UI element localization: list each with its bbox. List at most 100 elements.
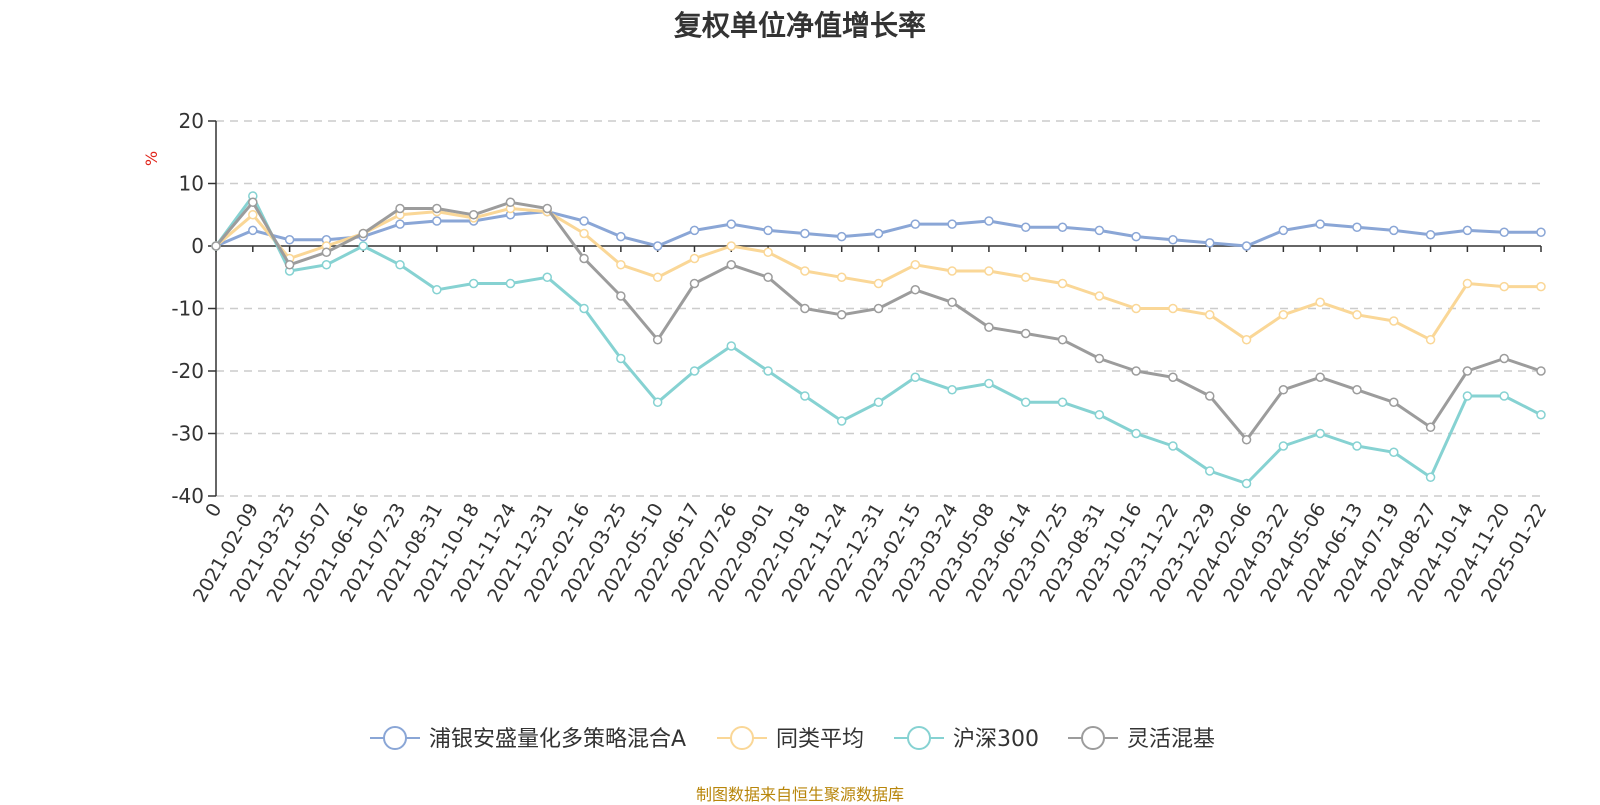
data-point [1462,366,1473,376]
data-point [763,247,773,257]
y-tick-label: -10 [171,297,204,321]
legend-label: 灵活混基 [1127,727,1215,752]
data-point [763,366,773,376]
data-point [1020,222,1031,232]
data-point [689,366,700,376]
data-point [800,228,810,239]
data-point [1205,466,1215,476]
data-point [1168,235,1178,245]
data-point [947,297,957,307]
data-point [873,303,884,314]
data-point [1131,231,1141,242]
data-point [910,285,921,295]
data-point [1499,281,1509,292]
data-point [1536,281,1546,292]
data-point [1131,428,1141,439]
legend-label: 浦银安盛量化多策略混合A [429,727,686,752]
data-point [616,291,626,301]
data-point [211,241,221,251]
data-point [1131,366,1141,376]
data-point [358,228,368,239]
data-point [1241,335,1252,345]
data-point [910,260,921,270]
data-point [248,197,258,207]
data-point [652,272,663,282]
legend-item-1[interactable]: 同类平均 [717,726,864,752]
data-point [652,241,663,251]
data-point [1241,241,1252,251]
data-point [1057,335,1068,345]
data-point [1462,225,1473,236]
data-point [836,416,847,426]
data-point [1278,385,1289,395]
legend-marker-icon [730,726,754,750]
data-point [1315,297,1325,307]
data-point [836,310,847,320]
data-point [395,260,405,270]
data-point [947,385,957,395]
data-point [1094,225,1105,236]
data-point [1057,397,1068,407]
series-line-2 [214,194,1542,485]
data-point [1315,372,1325,382]
chart-title: 复权单位净值增长率 [673,9,926,42]
data-point [1499,391,1509,401]
data-point [726,241,737,251]
data-point [800,303,810,314]
data-point [395,203,405,214]
data-point [910,219,921,229]
data-point [836,231,847,242]
data-point [910,372,921,382]
y-tick-label: -20 [171,359,204,383]
legend-item-2[interactable]: 沪深300 [894,726,1039,752]
data-point [1389,447,1399,457]
data-point [1278,225,1289,236]
data-point [800,266,810,276]
data-point [432,285,442,295]
legend-item-0[interactable]: 浦银安盛量化多策略混合A [370,726,686,752]
data-point [284,260,295,270]
data-point [1057,222,1068,232]
legend[interactable]: 浦银安盛量化多策略混合A 同类平均 沪深300 灵活混基 [370,726,1215,752]
data-point [1094,291,1105,301]
data-point [1315,219,1325,229]
data-point [947,266,957,276]
data-point [1168,303,1178,314]
data-point [836,272,847,282]
legend-marker-icon [907,726,931,750]
data-point [1462,278,1473,289]
data-point [505,197,516,207]
data-point [321,247,332,257]
data-point [1241,478,1252,489]
data-point [873,228,884,239]
data-point [321,260,332,270]
data-point [432,216,442,226]
data-point [984,378,994,389]
data-point [616,353,626,364]
data-point [468,210,479,220]
data-point [1278,310,1289,320]
data-point [1352,385,1362,395]
data-point [1131,303,1141,314]
data-point [616,231,626,242]
data-point [358,241,368,251]
y-tick-label: -40 [171,484,204,508]
y-axis-label: % [142,151,161,166]
data-point [1462,391,1473,401]
data-point [1499,353,1509,364]
data-point [1389,225,1399,236]
data-point [1536,227,1546,237]
data-point [800,391,810,401]
data-point [1205,310,1215,320]
data-point [542,272,552,282]
data-point [1094,353,1105,364]
data-point [1168,372,1178,382]
data-point [873,278,884,289]
data-point [579,228,589,239]
data-point [468,278,479,289]
data-point [1168,441,1178,451]
data-point [1241,435,1252,445]
data-point [248,210,258,220]
legend-item-3[interactable]: 灵活混基 [1068,726,1215,752]
